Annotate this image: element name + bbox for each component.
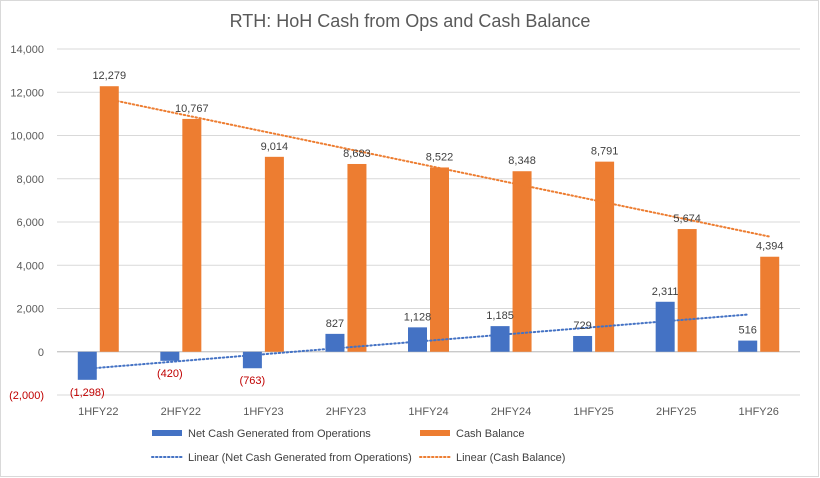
ops-cash-data-label: 827 bbox=[326, 318, 344, 330]
x-tick-label: 1HFY22 bbox=[78, 406, 118, 418]
legend-cash-balance: Cash Balance bbox=[420, 428, 525, 440]
legend-ops-trendline-text: Linear (Net Cash Generated from Operatio… bbox=[188, 452, 412, 464]
cash-balance-data-label: 10,767 bbox=[175, 103, 209, 115]
cash-balance-data-label: 5,674 bbox=[673, 213, 701, 225]
cash-balance-data-label: 8,522 bbox=[426, 151, 454, 163]
y-tick-label: (2,000) bbox=[9, 390, 44, 402]
legend-cash-balance-text: Cash Balance bbox=[456, 428, 525, 440]
cash-balance-data-label: 8,791 bbox=[591, 146, 619, 158]
ops-cash-bar bbox=[738, 340, 758, 352]
y-tick-label: 4,000 bbox=[16, 260, 44, 272]
legend-ops-cash-swatch bbox=[152, 430, 182, 436]
ops-cash-bar bbox=[655, 301, 675, 352]
legend-cash-trendline-text: Linear (Cash Balance) bbox=[456, 452, 565, 464]
ops-cash-data-label: 516 bbox=[739, 325, 757, 337]
ops-cash-bar bbox=[573, 335, 593, 352]
chart-title: RTH: HoH Cash from Ops and Cash Balance bbox=[229, 11, 591, 31]
y-tick-label: 6,000 bbox=[16, 217, 44, 229]
y-tick-label: 8,000 bbox=[16, 174, 44, 186]
y-tick-label: 14,000 bbox=[10, 44, 44, 56]
y-tick-label: 2,000 bbox=[16, 304, 44, 316]
y-tick-label: 12,000 bbox=[10, 87, 44, 99]
cash-balance-data-label: 8,683 bbox=[343, 148, 371, 160]
cash-balance-bar bbox=[512, 171, 532, 352]
ops-cash-bar bbox=[160, 351, 180, 361]
ops-cash-data-label: 1,185 bbox=[486, 310, 514, 322]
ops-cash-data-label: 1,128 bbox=[404, 311, 432, 323]
cash-balance-data-label: 9,014 bbox=[261, 141, 289, 153]
cash-balance-data-label: 8,348 bbox=[508, 155, 536, 167]
cash-balance-data-label: 12,279 bbox=[92, 70, 126, 82]
y-tick-label: 10,000 bbox=[10, 131, 44, 143]
cash-balance-bar bbox=[347, 163, 367, 352]
ops-cash-data-label: (1,298) bbox=[70, 387, 105, 399]
ops-cash-data-label: (763) bbox=[240, 375, 266, 387]
x-tick-label: 2HFY24 bbox=[491, 406, 531, 418]
x-tick-label: 2HFY25 bbox=[656, 406, 696, 418]
cash-balance-bar bbox=[595, 161, 615, 352]
x-tick-label: 1HFY26 bbox=[739, 406, 779, 418]
legend-ops-trendline: Linear (Net Cash Generated from Operatio… bbox=[151, 452, 412, 464]
legend-ops-cash-text: Net Cash Generated from Operations bbox=[188, 428, 371, 440]
x-tick-label: 2HFY23 bbox=[326, 406, 366, 418]
x-tick-label: 2HFY22 bbox=[161, 406, 201, 418]
legend-cash-balance-swatch bbox=[420, 430, 450, 436]
ops-cash-data-label: 729 bbox=[573, 320, 591, 332]
cash-balance-trendline bbox=[108, 98, 771, 238]
cash-balance-bar bbox=[264, 156, 284, 352]
legend-ops-cash: Net Cash Generated from Operations bbox=[152, 428, 371, 440]
y-tick-label: 0 bbox=[38, 347, 44, 359]
legend-cash-trendline: Linear (Cash Balance) bbox=[419, 452, 565, 464]
ops-cash-bar bbox=[77, 351, 97, 380]
ops-cash-data-label: 2,311 bbox=[652, 286, 679, 298]
cash-balance-bar bbox=[99, 86, 119, 352]
cash-balance-bar bbox=[182, 118, 202, 352]
ops-cash-trendline bbox=[86, 313, 749, 370]
x-tick-label: 1HFY24 bbox=[408, 406, 448, 418]
cash-balance-data-label: 4,394 bbox=[756, 241, 784, 253]
cash-balance-bar bbox=[760, 256, 780, 352]
x-tick-label: 1HFY25 bbox=[573, 406, 613, 418]
cash-balance-bar bbox=[430, 167, 449, 352]
ops-cash-bar bbox=[490, 326, 510, 352]
ops-cash-bar bbox=[408, 327, 427, 352]
cash-balance-bar bbox=[677, 229, 697, 352]
x-tick-label: 1HFY23 bbox=[243, 406, 283, 418]
ops-cash-data-label: (420) bbox=[157, 368, 183, 380]
